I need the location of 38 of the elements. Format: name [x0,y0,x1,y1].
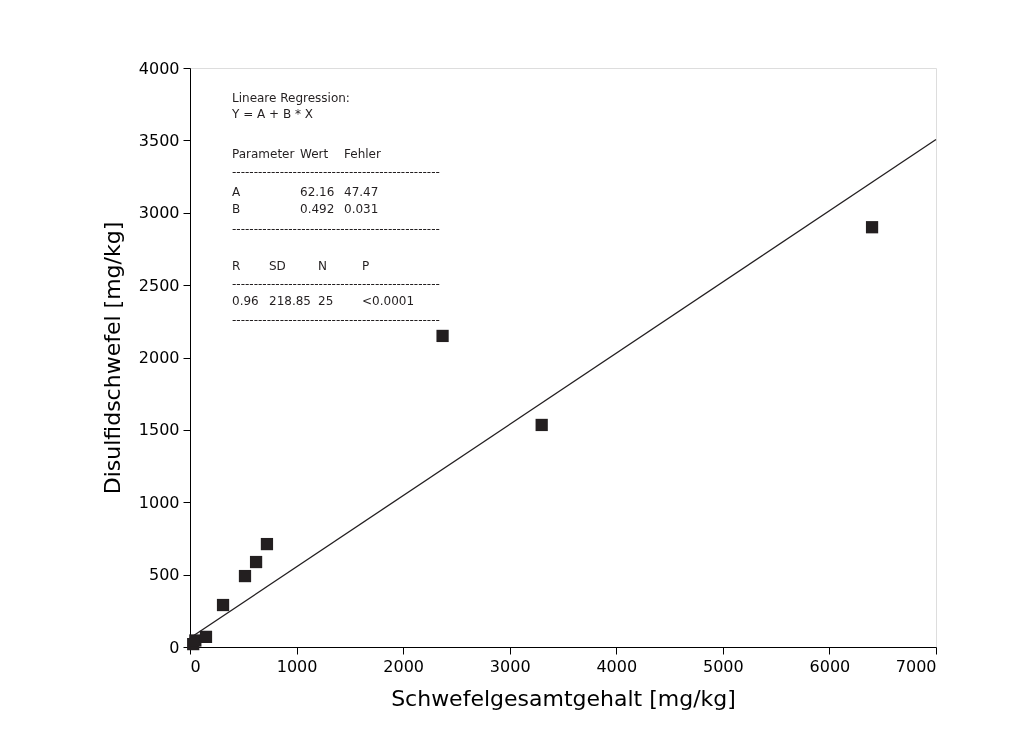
point [199,630,213,643]
x-tick-label: 7000 [895,656,937,676]
point [436,329,449,343]
point [535,418,548,432]
x-tick-label: 0 [190,656,201,676]
y-tick-label: 4000 [138,58,180,78]
x-tick-label: 2000 [383,656,424,676]
annotation: ------------------------------------------------ [232,222,440,236]
x-tick-label: 3000 [489,656,531,676]
text: A 62.16 47.47 [232,185,379,199]
annotation: Y = A + B * X [231,107,313,121]
point [865,221,879,234]
text: 0.96 218.85 25 <0.0001 [232,294,415,308]
x-tick-label: 5000 [703,656,744,676]
annotation: Lineare Regression: [232,91,350,105]
point [238,569,252,583]
x-tick-label: 6000 [809,656,851,676]
y-axis-title: Disulfidschwefel [mg/kg] [99,221,125,495]
y-tick-label: 1000 [138,492,180,512]
point [260,537,274,551]
point [249,555,263,569]
text: Parameter Wert Fehler [232,147,381,161]
y-tick-label: 3500 [138,130,180,150]
annotation: ------------------------------------------------ [232,165,440,179]
y-tick-label: 2500 [138,275,180,295]
text: B 0.492 0.031 [232,202,379,216]
annotation: ------------------------------------------------ [232,313,440,327]
x-axis-title: Schwefelgesamtgehalt [mg/kg] [391,685,736,711]
x-tick-label: 4000 [596,656,638,676]
text: R SD N P [232,259,370,273]
y-tick-label: 1500 [138,420,180,440]
y-tick-label: 2000 [138,348,180,367]
y-tick-label: 3000 [138,203,180,223]
point [216,598,230,612]
y-tick-label: 0 [169,637,180,657]
x-tick-label: 1000 [276,656,318,676]
y-tick-label: 500 [148,565,180,585]
annotation: ------------------------------------------------ [232,277,440,291]
